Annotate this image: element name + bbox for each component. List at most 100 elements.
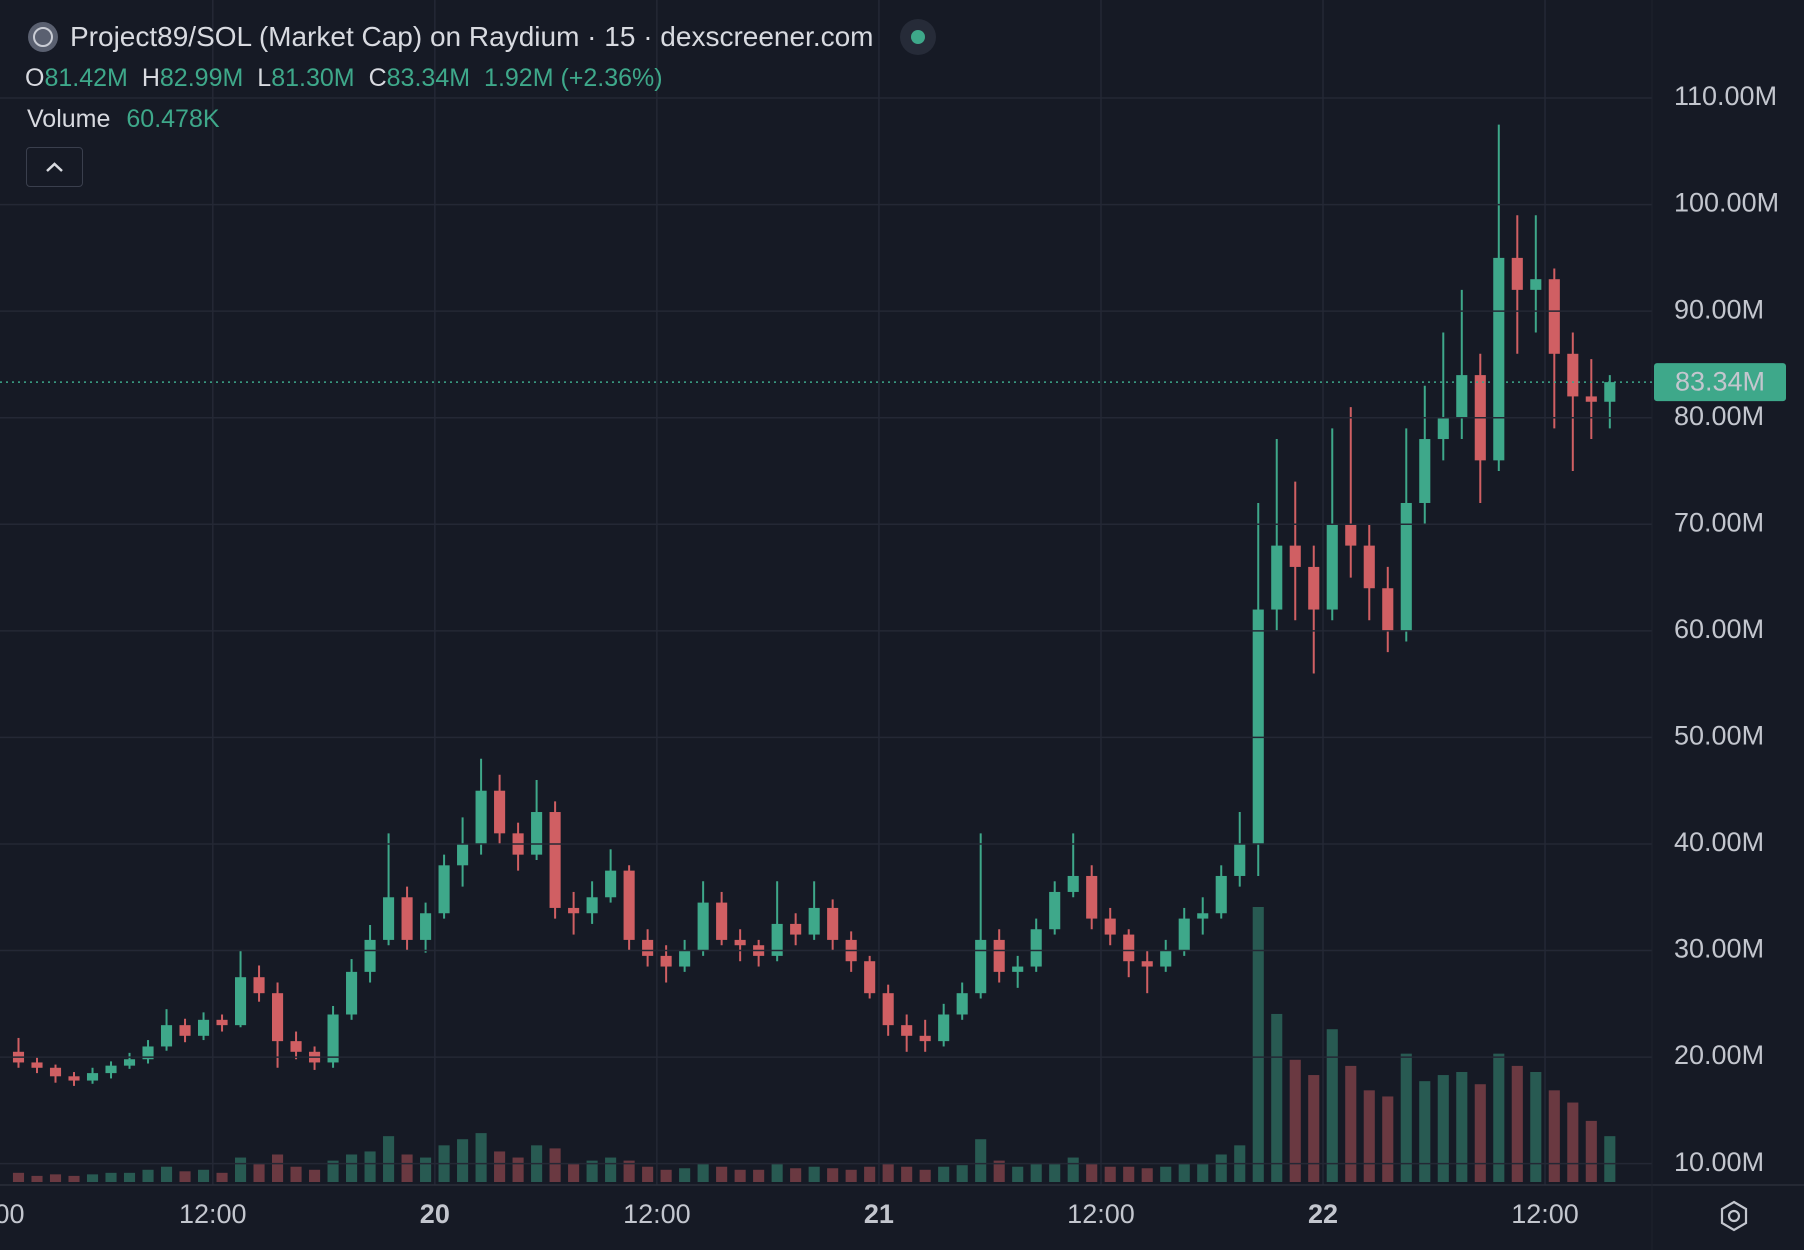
candle-body [494,790,506,834]
volume-bar [975,1139,987,1182]
volume-bar [1197,1163,1209,1182]
volume-row: Volume 60.478K [27,103,220,135]
candle-body [123,1059,136,1066]
volume-bar [1271,1013,1283,1182]
volume-bar [790,1168,802,1182]
volume-bar [1141,1168,1153,1182]
candle-body [771,923,783,956]
y-tick-label: 40.00M [1674,827,1764,857]
volume-bar [420,1157,432,1182]
volume-bar [179,1171,191,1182]
candle-body [938,1014,950,1042]
candle-body [253,977,265,994]
candle-body [105,1065,117,1074]
volume-bar [938,1166,950,1182]
volume-bar [234,1157,247,1182]
candle-body [234,977,247,1026]
candle-body [346,971,358,1015]
y-tick-label: 90.00M [1674,294,1764,324]
volume-bar [1215,1154,1227,1182]
candle-body [1567,353,1579,397]
y-tick-label: 20.00M [1674,1040,1764,1070]
candle-body [808,907,820,935]
volume-bar [1400,1053,1412,1182]
close-value: 83.34M [386,63,471,92]
chart-title: Project89/SOL (Market Cap) on Raydium · … [70,21,874,52]
volume-bar [864,1166,876,1182]
candle-body [734,939,746,946]
candle-body [975,939,987,994]
volume-bar [1493,1053,1505,1182]
volume-bar [1382,1096,1394,1182]
x-tick-label: 12:00 [1511,1199,1579,1229]
candle-body [1123,934,1135,962]
candle-body [864,961,876,994]
last-price-label: 83.34M [1675,366,1765,396]
candle-body [216,1019,228,1026]
candle-body [475,790,487,844]
y-tick-label: 60.00M [1674,614,1764,644]
candle-body [1530,279,1542,290]
low-value: 81.30M [271,63,355,92]
x-tick-label: 22 [1308,1199,1338,1229]
volume-bar [216,1172,228,1182]
volume-label: Volume [27,104,111,133]
candle-body [142,1046,154,1060]
candle-body [919,1035,931,1042]
volume-bar [1345,1065,1357,1182]
volume-bar [1585,1120,1597,1182]
volume-bar [901,1166,913,1182]
candle-body [531,812,543,855]
volume-bar [771,1163,783,1182]
volume-bar [882,1163,894,1182]
candle-body [1289,545,1301,567]
volume-bar [31,1175,43,1182]
candle-body [1197,913,1209,919]
candle-body [290,1041,302,1052]
volume-bar [253,1163,265,1182]
y-tick-label: 30.00M [1674,934,1764,964]
volume-bar [1604,1136,1616,1182]
candle-body [327,1014,339,1063]
candle-body [86,1073,99,1081]
volume-bar [1363,1090,1375,1182]
volume-bar [68,1175,80,1182]
volume-bar [1419,1081,1431,1182]
volume-bar [1548,1090,1560,1182]
low-label: L [257,63,272,92]
candle-body [1104,918,1116,935]
volume-bar [568,1163,580,1182]
candle-body [272,993,284,1042]
token-icon [28,22,58,52]
candle-body [716,902,728,940]
volume-bar [142,1169,154,1182]
high-label: H [141,63,160,92]
volume-bar [956,1165,968,1182]
candle-body [1456,375,1468,418]
collapse-button[interactable] [26,147,83,187]
candle-body [1363,545,1375,589]
volume-bar [679,1168,691,1182]
candle-body [882,993,894,1026]
gear-icon [1720,1200,1748,1232]
settings-button[interactable] [1720,1200,1748,1232]
volume-bar [1474,1084,1486,1182]
candle-body [1160,950,1172,967]
candle-body [401,897,413,940]
candle-body [1345,524,1357,546]
x-tick-label: 21 [864,1199,894,1229]
candle-body [993,939,1005,972]
candle-body [1437,417,1449,440]
volume-bar [827,1168,839,1182]
candle-body [1400,502,1412,631]
candle-body [1234,843,1246,876]
candle-body [1308,566,1320,610]
volume-bar [309,1169,321,1182]
volume-bar [1289,1059,1301,1182]
volume-bar [383,1136,395,1182]
volume-bar [716,1166,728,1182]
candle-body [438,865,450,914]
candle-body [1493,257,1505,461]
volume-bar [660,1169,672,1182]
